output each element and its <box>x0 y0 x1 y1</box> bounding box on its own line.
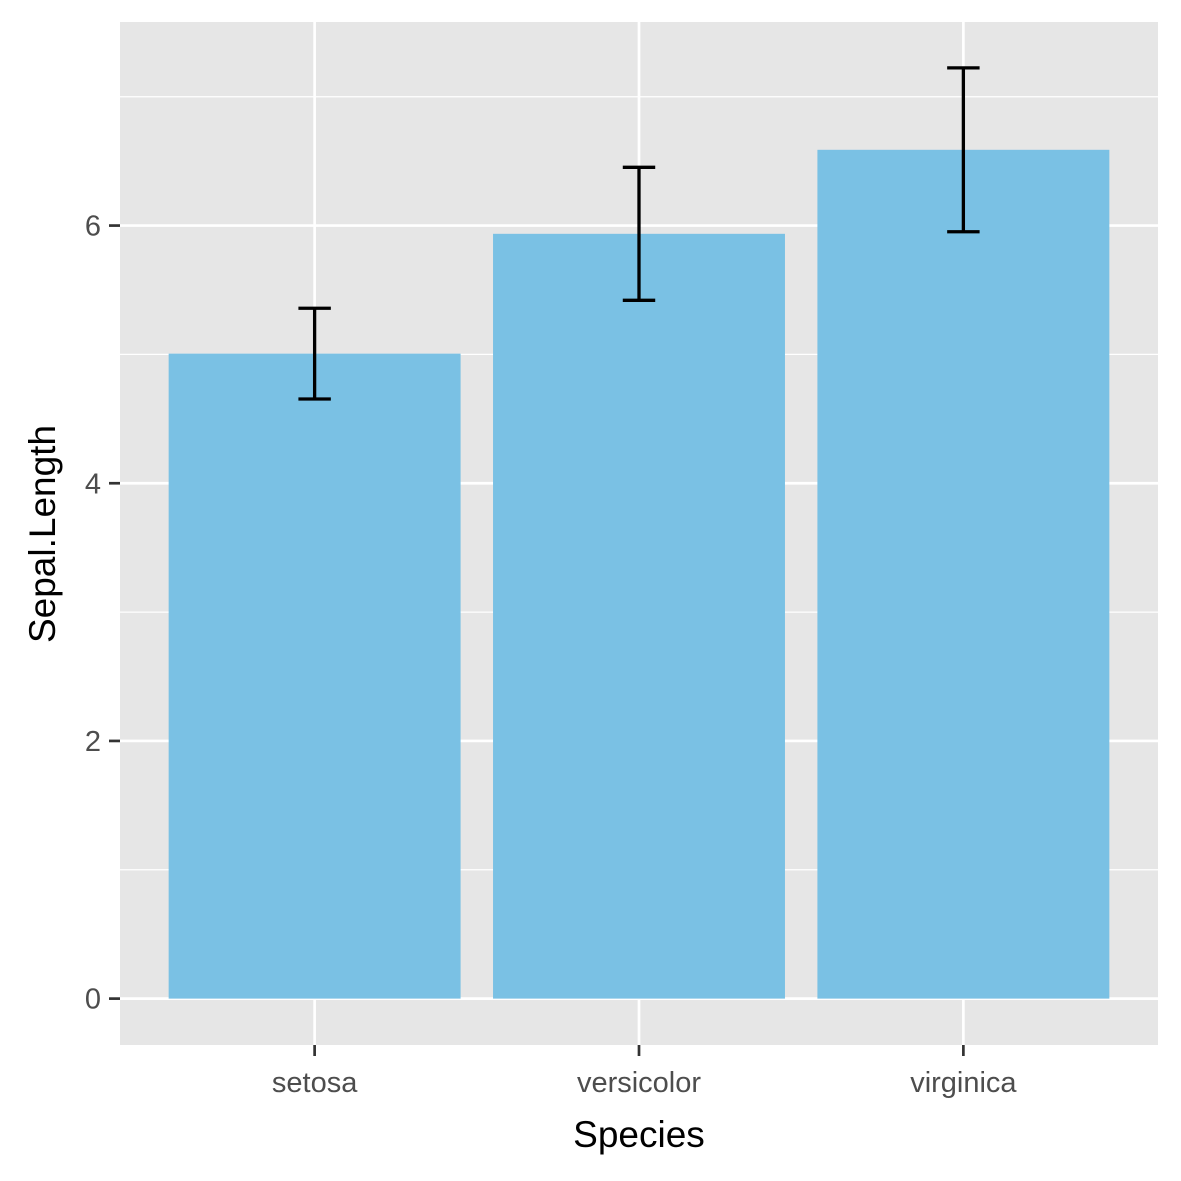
errorbar-virginica <box>947 66 980 234</box>
x-tick-label: setosa <box>272 1067 358 1099</box>
y-tick-label: 6 <box>85 211 101 243</box>
bars <box>168 149 1110 999</box>
y-axis-title: Sepal.Length <box>22 425 63 643</box>
errorbar-versicolor <box>622 165 656 302</box>
y-tick-label: 0 <box>85 984 101 1016</box>
bar-versicolor <box>493 233 785 999</box>
y-tick-label: 4 <box>85 468 101 500</box>
x-tick-label: versicolor <box>577 1067 701 1099</box>
error-bars <box>298 66 980 401</box>
errorbar-setosa <box>298 306 331 401</box>
x-tick-label: virginica <box>910 1067 1017 1099</box>
y-axis: 0 2 4 6 <box>85 211 120 1016</box>
bar-setosa <box>168 353 461 999</box>
x-axis-title: Species <box>573 1114 705 1155</box>
x-axis: setosa versicolor virginica <box>272 1045 1017 1099</box>
bar-virginica <box>817 149 1110 999</box>
y-tick-label: 2 <box>85 726 101 758</box>
